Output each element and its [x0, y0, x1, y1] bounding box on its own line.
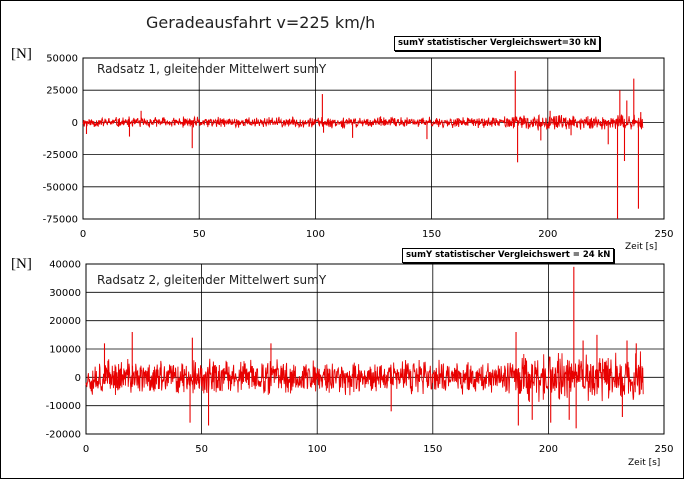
panel1-y-tick-label: -75000 — [43, 215, 78, 226]
panel2-y-tick-label: 0 — [75, 373, 81, 384]
panel1-x-axis-label: Zeit [s] — [625, 242, 657, 252]
panel2-x-axis-label: Zeit [s] — [628, 458, 660, 468]
panel2-y-unit: [N] — [11, 256, 32, 272]
panel1-x-tick-label: 0 — [80, 229, 86, 240]
panel1-x-tick-label: 250 — [654, 229, 673, 240]
panel1-x-tick-label: 200 — [538, 229, 557, 240]
panel2-signal-line — [85, 351, 644, 402]
panel1-y-tick-label: -25000 — [43, 150, 78, 161]
panel2-y-tick-label: 10000 — [49, 345, 81, 356]
panel2-x-tick-label: 150 — [423, 444, 442, 455]
panel2-y-tick-label: -10000 — [46, 401, 81, 412]
panel1-y-tick-label: 50000 — [46, 54, 78, 65]
panel1-y-tick-label: -50000 — [43, 182, 78, 193]
panel2-x-tick-label: 0 — [83, 444, 89, 455]
panel1-y-unit: [N] — [11, 46, 32, 62]
panel2-y-tick-label: -20000 — [46, 430, 81, 441]
panel1-x-tick-label: 50 — [193, 229, 206, 240]
panel2-x-tick-label: 100 — [308, 444, 327, 455]
panel1-badge: sumY statistischer Vergleichswert=30 kN — [394, 36, 601, 51]
panel1-series-label: Radsatz 1, gleitender Mittelwert sumY — [97, 62, 327, 76]
panel2-y-tick-label: 40000 — [49, 260, 81, 271]
panel2-x-tick-label: 200 — [539, 444, 558, 455]
figure-title: Geradeausfahrt v=225 km/h — [146, 13, 376, 32]
panel1-y-tick-label: 25000 — [46, 86, 78, 97]
panel1-plot-area — [82, 57, 665, 220]
panel1-y-tick-label: 0 — [72, 118, 78, 129]
panel1-x-tick-label: 100 — [306, 229, 325, 240]
panel2-badge: sumY statistischer Vergleichswert = 24 k… — [402, 248, 615, 263]
panel2-y-tick-label: 20000 — [49, 316, 81, 327]
panel2-y-tick-label: 30000 — [49, 288, 81, 299]
panel2-series-label: Radsatz 2, gleitender Mittelwert sumY — [97, 273, 327, 287]
panel1-x-tick-label: 150 — [422, 229, 441, 240]
panel2-x-tick-label: 250 — [654, 444, 673, 455]
panel2-x-tick-label: 50 — [195, 444, 208, 455]
panel1-signal-line — [82, 114, 644, 131]
